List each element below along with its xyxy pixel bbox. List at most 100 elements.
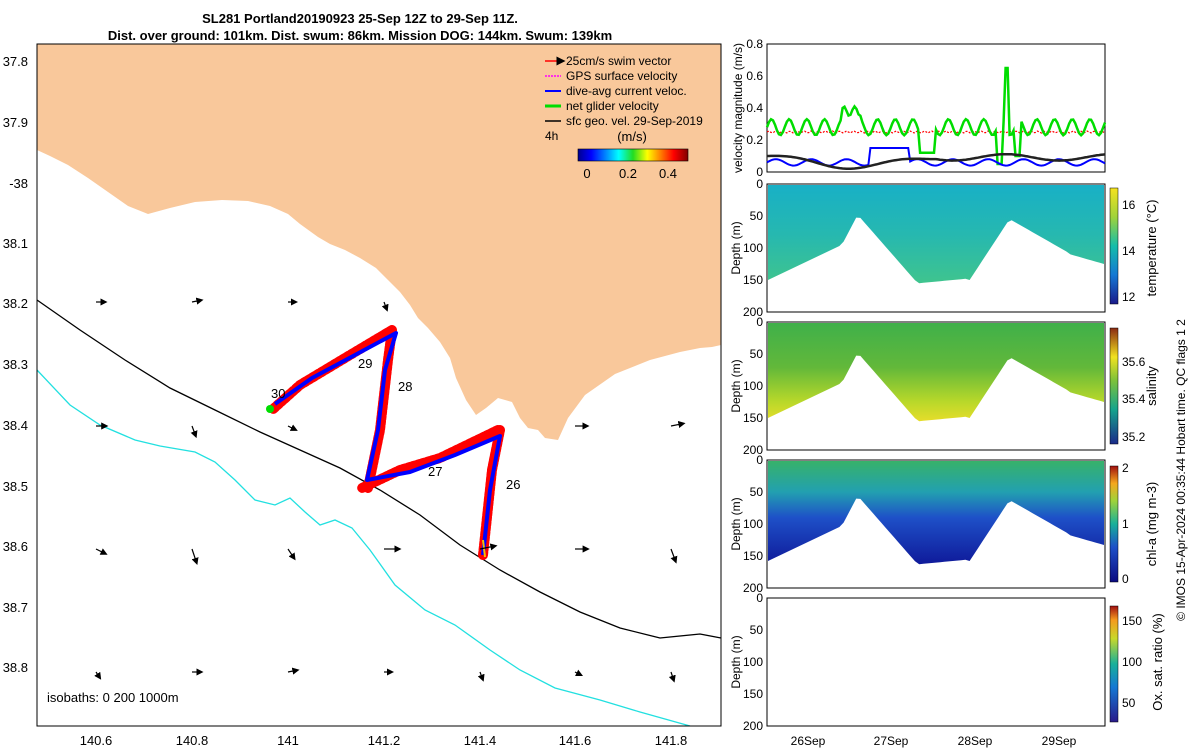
cbar-tick: 35.6: [1122, 355, 1146, 369]
lon-tick: 141.4: [464, 733, 497, 748]
depth-tick: 200: [743, 305, 763, 319]
geo-velocity-arrow: [479, 543, 498, 551]
chla-section: [768, 461, 1104, 565]
lon-tick: 141.8: [655, 733, 688, 748]
depth-tick: 0: [756, 177, 763, 191]
cbar-tick: 150: [1122, 614, 1142, 628]
depth-tick: 50: [750, 485, 764, 499]
series-net-glider-velocity: [765, 66, 1107, 166]
geo-velocity-arrow: [190, 425, 198, 439]
depth-tick: 50: [750, 623, 764, 637]
salinity-colorbar: [1109, 327, 1119, 445]
depth-tick: 100: [743, 379, 763, 393]
lat-tick: 38.8: [3, 660, 28, 675]
cbar-tick: 35.2: [1122, 430, 1146, 444]
day-label: 29: [358, 356, 372, 371]
time-tick: 26Sep: [791, 734, 826, 748]
legend-label: sfc geo. vel. 29-Sep-2019: [566, 114, 703, 128]
velocity-ytick: 0: [756, 165, 763, 179]
credit-text: © IMOS 15-Apr-2024 00:35:44 Hobart time.…: [1174, 319, 1188, 621]
colorbar-title: (m/s): [617, 129, 647, 144]
day-label: 28: [398, 379, 412, 394]
legend-label: dive-avg current veloc.: [566, 84, 687, 98]
dive-avg-current-track: [273, 331, 502, 556]
salinity-section: [768, 323, 1104, 422]
chla-colorbar: [1109, 465, 1119, 583]
depth-tick: 150: [743, 411, 763, 425]
lat-tick: 38.7: [3, 600, 28, 615]
lat-tick: 38.5: [3, 479, 28, 494]
speed-colorbar: [577, 148, 689, 162]
lon-tick: 141.2: [368, 733, 401, 748]
geo-velocity-arrow: [191, 297, 204, 305]
day-label: 26: [506, 477, 520, 492]
cbar-tick: 16: [1122, 198, 1136, 212]
geo-velocity-arrow: [95, 548, 108, 555]
temperature-cbar-label: temperature (°C): [1144, 200, 1159, 297]
cbar-tick: 14: [1122, 244, 1136, 258]
salinity-ylabel: Depth (m): [729, 359, 743, 412]
chart-title-line2: Dist. over ground: 101km. Dist. swum: 86…: [107, 28, 613, 43]
temperature-colorbar: [1109, 187, 1119, 305]
lat-tick: 38.1: [3, 236, 28, 251]
geo-velocity-arrow: [670, 548, 678, 564]
oxygen-cbar-label: Ox. sat. ratio (%): [1150, 613, 1165, 711]
velocity-panel: 0 0.2 0.4 0.6 0.8 velocity magnitude (m/…: [731, 37, 1107, 179]
velocity-ytick: 0.4: [746, 101, 763, 115]
velocity-axes: [766, 43, 1106, 173]
legend-label: GPS surface velocity: [566, 69, 677, 83]
geo-velocity-arrow: [574, 669, 584, 677]
depth-tick: 0: [756, 315, 763, 329]
depth-tick: 200: [743, 581, 763, 595]
lat-tick: 38.4: [3, 418, 28, 433]
lat-tick: 38.3: [3, 357, 28, 372]
geo-velocity-arrow: [191, 548, 199, 566]
time-tick: 27Sep: [874, 734, 909, 748]
geo-velocity-arrows: [94, 297, 686, 683]
oxygen-axes: [766, 597, 1106, 727]
cbar-tick: 50: [1122, 696, 1136, 710]
depth-tick: 100: [743, 241, 763, 255]
isobath-note: isobaths: 0 200 1000m: [47, 690, 179, 705]
chart-title-line1: SL281 Portland20190923 25-Sep 12Z to 29-…: [202, 11, 518, 26]
depth-tick: 100: [743, 655, 763, 669]
oxygen-ylabel: Depth (m): [729, 635, 743, 688]
lon-tick: 140.6: [80, 733, 113, 748]
chla-panel: 0 50 100 150 200 Depth (m) 0 1 2 chl-a (…: [729, 453, 1159, 595]
colorbar-tick: 0.2: [619, 166, 637, 181]
geo-velocity-arrow: [670, 420, 686, 429]
glider-track: [266, 325, 505, 560]
depth-tick: 150: [743, 273, 763, 287]
oxygen-panel: 0 50 100 150 200 Depth (m) 50 100 150 Ox…: [729, 591, 1165, 748]
depth-tick: 200: [743, 719, 763, 733]
lon-tick: 141.6: [559, 733, 592, 748]
chla-cbar-label: chl-a (mg m-3): [1144, 482, 1159, 567]
temperature-ylabel: Depth (m): [729, 221, 743, 274]
velocity-ytick: 0.6: [746, 69, 763, 83]
colorbar-tick: 0: [583, 166, 590, 181]
lat-tick: 37.9: [3, 115, 28, 130]
isobath-1000m: [37, 369, 691, 726]
time-tick: 28Sep: [958, 734, 993, 748]
time-label: 4h: [545, 129, 558, 143]
depth-tick: 150: [743, 687, 763, 701]
depth-tick: 150: [743, 549, 763, 563]
track-end-marker: [266, 405, 274, 413]
geo-velocity-arrow: [668, 671, 676, 683]
legend-label: net glider velocity: [566, 99, 659, 113]
velocity-ylabel: velocity magnitude (m/s): [731, 43, 745, 173]
cbar-tick: 100: [1122, 655, 1142, 669]
lat-tick: 37.8: [3, 54, 28, 69]
cbar-tick: 35.4: [1122, 392, 1146, 406]
isobath-200m: [37, 299, 721, 639]
velocity-ytick: 0.8: [746, 37, 763, 51]
geo-velocity-arrow: [381, 301, 389, 312]
series-sfc-geo-velocity: [767, 152, 1106, 170]
cbar-tick: 12: [1122, 290, 1136, 304]
oxygen-colorbar: [1109, 605, 1119, 723]
geo-velocity-arrow: [477, 671, 485, 682]
cbar-tick: 1: [1122, 517, 1129, 531]
lat-tick: 38.6: [3, 539, 28, 554]
chla-ylabel: Depth (m): [729, 497, 743, 550]
velocity-ytick: 0.2: [746, 133, 763, 147]
